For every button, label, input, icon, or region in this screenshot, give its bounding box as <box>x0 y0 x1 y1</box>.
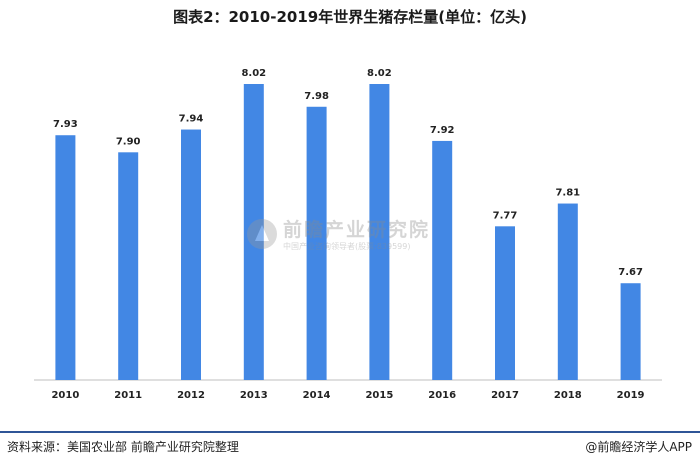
bar-2018 <box>557 203 578 380</box>
bar-2014 <box>306 106 327 381</box>
x-tick-label-2013: 2013 <box>240 390 268 401</box>
watermark-logo-icon <box>247 219 277 249</box>
bar-2019 <box>620 283 641 380</box>
bar-2013 <box>243 84 264 380</box>
x-tick-label-2011: 2011 <box>114 390 142 401</box>
bar-2015 <box>369 84 390 380</box>
x-tick-label-2015: 2015 <box>365 390 393 401</box>
x-tick-label-2010: 2010 <box>51 390 79 401</box>
chart-title: 图表2：2010-2019年世界生猪存栏量(单位：亿头) <box>173 8 527 26</box>
data-label-2014: 7.98 <box>304 91 329 102</box>
x-tick-label-2014: 2014 <box>303 390 331 401</box>
source-note: 资料来源：美国农业部 前瞻产业研究院整理 <box>7 440 239 454</box>
data-label-2015: 8.02 <box>367 68 392 79</box>
x-tick-label-2018: 2018 <box>554 390 582 401</box>
data-label-2019: 7.67 <box>618 267 643 278</box>
data-label-2012: 7.94 <box>179 114 204 125</box>
bar-2016 <box>432 140 453 380</box>
bar-2012 <box>181 129 201 380</box>
data-label-2011: 7.90 <box>116 136 141 147</box>
bar-2017 <box>495 226 515 380</box>
footer-divider <box>0 431 700 433</box>
x-tick-label-2017: 2017 <box>491 390 519 401</box>
data-label-2018: 7.81 <box>555 188 580 199</box>
credit-note: @前瞻经济学人APP <box>585 440 692 454</box>
data-label-2010: 7.93 <box>53 119 78 130</box>
watermark-name: 前瞻产业研究院 <box>283 219 431 241</box>
data-label-2013: 8.02 <box>241 68 266 79</box>
data-label-2016: 7.92 <box>430 125 455 136</box>
x-tick-label-2016: 2016 <box>428 390 456 401</box>
x-tick-label-2019: 2019 <box>617 390 645 401</box>
bar-chart: 7.93 2010 7.90 2011 7.94 2012 8.02 2013 7.98 2014… <box>34 68 662 401</box>
watermark: 前瞻产业研究院 中国产业咨询领导者(股票:839599) <box>243 213 458 261</box>
watermark-tagline: 中国产业咨询领导者(股票:839599) <box>283 242 411 251</box>
data-label-2017: 7.77 <box>493 210 518 221</box>
x-tick-label-2012: 2012 <box>177 390 205 401</box>
bar-2011 <box>118 152 139 380</box>
bar-2010 <box>55 135 76 380</box>
